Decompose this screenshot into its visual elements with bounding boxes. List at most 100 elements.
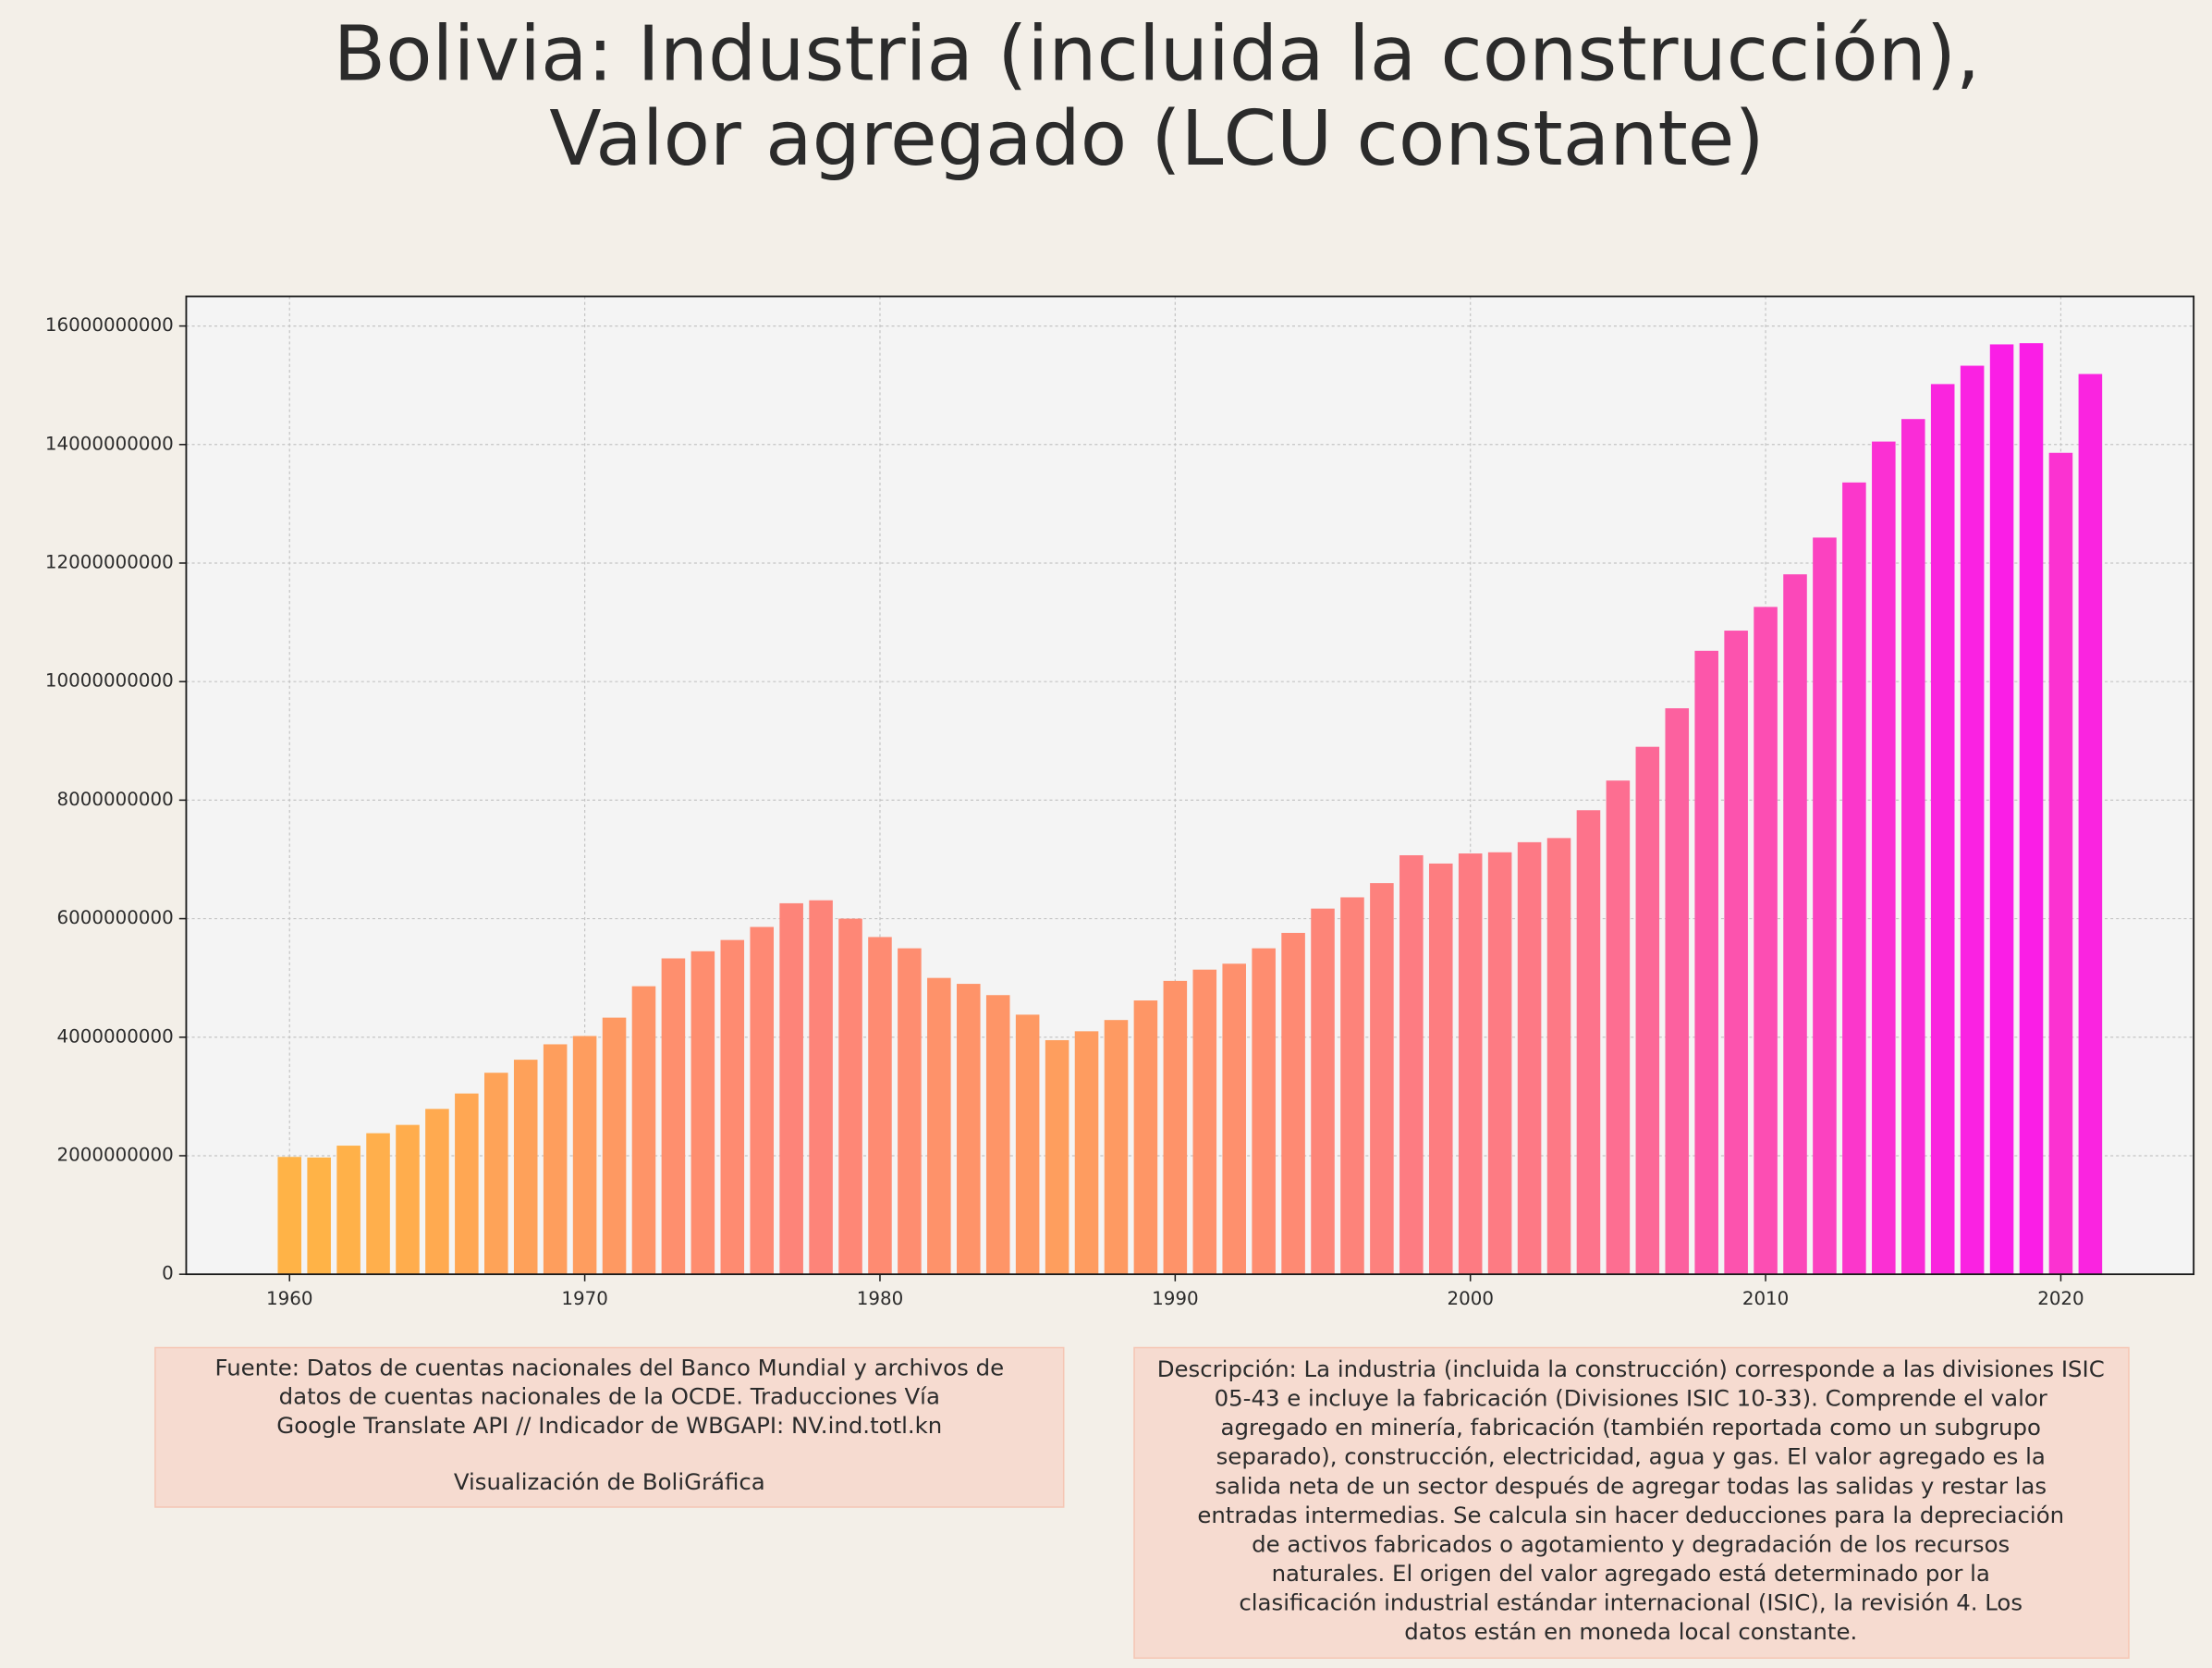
bar [336, 1146, 361, 1275]
bar [1872, 441, 1896, 1275]
bar [513, 1060, 538, 1275]
bar [1546, 838, 1571, 1275]
bar [2019, 343, 2044, 1275]
bar [455, 1093, 479, 1275]
bar [1576, 810, 1601, 1275]
description-text: entradas intermedias. Se calcula sin hac… [1197, 1502, 2064, 1528]
source-box [154, 1346, 1065, 1508]
bar [779, 902, 803, 1275]
x-tick-label: 1980 [857, 1288, 903, 1309]
bar [985, 995, 1010, 1275]
bar [1281, 932, 1305, 1275]
bar [1989, 344, 2014, 1275]
bar [1015, 1014, 1040, 1275]
description-text: Descripción: La industria (incluida la c… [1157, 1355, 2105, 1382]
bar [2078, 374, 2103, 1275]
bar [1960, 365, 1985, 1275]
bar [838, 918, 862, 1275]
bar [1370, 883, 1394, 1275]
bar [1428, 863, 1453, 1275]
bar [690, 951, 715, 1275]
y-tick-label: 0 [162, 1263, 174, 1284]
bar [661, 958, 686, 1275]
bar [1074, 1031, 1099, 1275]
bar [2048, 452, 2073, 1275]
bar [1045, 1039, 1069, 1275]
x-tick-label: 1990 [1152, 1288, 1198, 1309]
y-tick-label: 16000000000 [45, 314, 174, 336]
bar [1517, 841, 1542, 1275]
bar [1754, 607, 1778, 1275]
bar [957, 984, 981, 1275]
credit-text: Visualización de BoliGráfica [454, 1468, 765, 1495]
bar [1399, 854, 1424, 1275]
description-text: 05-43 e incluye la fabricación (Division… [1215, 1385, 2048, 1412]
bar [1813, 537, 1837, 1275]
bar [631, 986, 656, 1275]
bar [1458, 853, 1483, 1275]
chart-title: Valor agregado (LCU constante) [549, 95, 1764, 183]
bar [396, 1124, 420, 1275]
bar [1311, 908, 1335, 1275]
bar [425, 1109, 449, 1275]
bar [868, 937, 892, 1275]
bar [1487, 852, 1512, 1275]
bar [1192, 969, 1217, 1275]
bar [927, 977, 951, 1275]
bar [1104, 1020, 1129, 1275]
bar [1163, 980, 1188, 1275]
y-tick-label: 4000000000 [57, 1025, 174, 1047]
bar [1783, 574, 1807, 1275]
source-text: Google Translate API // Indicador de WBG… [276, 1412, 942, 1439]
bar [1133, 1000, 1158, 1275]
y-tick-label: 12000000000 [45, 551, 174, 572]
bar [366, 1133, 390, 1275]
plot-frame [185, 295, 2195, 1276]
bar [898, 948, 922, 1275]
chart-title: Bolivia: Industria (incluida la construc… [334, 11, 1981, 99]
description-text: de activos fabricados o agotamiento y de… [1252, 1530, 2010, 1557]
bar [543, 1044, 568, 1275]
bar [1724, 631, 1748, 1275]
bar [307, 1157, 331, 1275]
x-tick-label: 2020 [2037, 1288, 2084, 1309]
x-tick-label: 2010 [1742, 1288, 1789, 1309]
bar [1930, 384, 1955, 1275]
bar [1665, 708, 1690, 1275]
description-box [1133, 1346, 2130, 1660]
bar [277, 1157, 302, 1275]
bar [572, 1036, 597, 1275]
description-text: clasificación industrial estándar intern… [1239, 1589, 2023, 1616]
y-tick-label: 2000000000 [57, 1144, 174, 1165]
x-tick-label: 1970 [561, 1288, 607, 1309]
bar [1606, 780, 1631, 1275]
bar [809, 900, 833, 1275]
plot [186, 296, 2194, 1275]
bar [1340, 897, 1364, 1275]
y-tick-label: 10000000000 [45, 670, 174, 692]
y-tick-label: 8000000000 [57, 789, 174, 810]
description-text: separado), construcción, electricidad, a… [1216, 1443, 2046, 1470]
bar [1222, 963, 1246, 1275]
bar [484, 1073, 508, 1275]
description-text: datos están en moneda local constante. [1404, 1618, 1857, 1645]
source-text: Fuente: Datos de cuentas nacionales del … [214, 1354, 1004, 1380]
x-tick-label: 1960 [266, 1288, 312, 1309]
description-text: salida neta de un sector después de agre… [1215, 1472, 2047, 1499]
description-text: agregado en minería, fabricación (tambié… [1221, 1414, 2041, 1441]
bar [1635, 746, 1660, 1275]
x-tick-label: 2000 [1447, 1288, 1493, 1309]
description-text: naturales. El origen del valor agregado … [1272, 1560, 1990, 1587]
bar [1842, 482, 1866, 1275]
bar [1252, 948, 1276, 1275]
y-tick-label: 6000000000 [57, 907, 174, 928]
source-text: datos de cuentas nacionales de la OCDE. … [279, 1383, 940, 1410]
y-tick-label: 14000000000 [45, 433, 174, 454]
bar [602, 1017, 627, 1275]
bar [720, 939, 745, 1275]
bar [1900, 419, 1925, 1275]
bar [750, 926, 774, 1275]
bar [1694, 650, 1718, 1275]
